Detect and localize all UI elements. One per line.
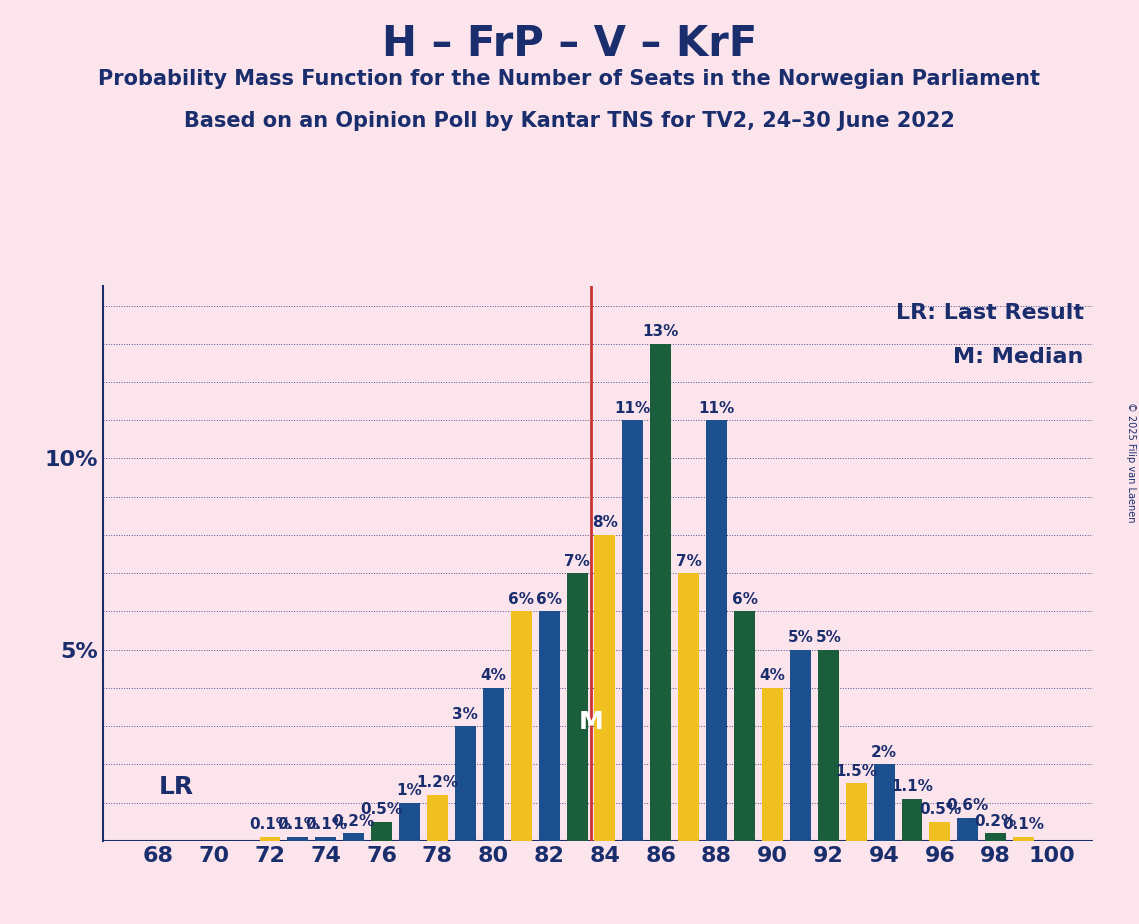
Bar: [762, 687, 782, 841]
Text: 8%: 8%: [592, 516, 617, 530]
Bar: [595, 535, 615, 841]
Text: 0.2%: 0.2%: [333, 814, 375, 829]
Bar: [818, 650, 838, 841]
Bar: [454, 726, 476, 841]
Text: © 2025 Filip van Laenen: © 2025 Filip van Laenen: [1126, 402, 1136, 522]
Text: 1%: 1%: [396, 783, 423, 798]
Text: 13%: 13%: [642, 324, 679, 339]
Bar: [483, 687, 503, 841]
Bar: [427, 795, 448, 841]
Text: 0.1%: 0.1%: [249, 818, 290, 833]
Text: 2%: 2%: [871, 745, 898, 760]
Bar: [1014, 837, 1034, 841]
Bar: [678, 573, 699, 841]
Bar: [260, 837, 280, 841]
Bar: [734, 612, 755, 841]
Text: 5%: 5%: [816, 630, 842, 645]
Bar: [958, 818, 978, 841]
Bar: [650, 344, 671, 841]
Text: LR: LR: [158, 775, 194, 798]
Text: 6%: 6%: [508, 592, 534, 607]
Text: 1.5%: 1.5%: [835, 764, 877, 779]
Bar: [874, 764, 894, 841]
Bar: [789, 650, 811, 841]
Bar: [566, 573, 588, 841]
Text: 0.5%: 0.5%: [919, 802, 961, 817]
Text: 0.1%: 0.1%: [1002, 818, 1044, 833]
Text: 7%: 7%: [564, 553, 590, 568]
Text: M: Median: M: Median: [953, 347, 1083, 368]
Text: 0.1%: 0.1%: [305, 818, 346, 833]
Bar: [706, 420, 727, 841]
Bar: [371, 821, 392, 841]
Text: 6%: 6%: [731, 592, 757, 607]
Text: 0.2%: 0.2%: [975, 814, 1017, 829]
Bar: [846, 784, 867, 841]
Bar: [985, 833, 1006, 841]
Text: 3%: 3%: [452, 707, 478, 722]
Text: Based on an Opinion Poll by Kantar TNS for TV2, 24–30 June 2022: Based on an Opinion Poll by Kantar TNS f…: [185, 111, 954, 131]
Text: 4%: 4%: [760, 668, 786, 684]
Text: M: M: [579, 710, 604, 734]
Text: H – FrP – V – KrF: H – FrP – V – KrF: [382, 23, 757, 65]
Text: 1.2%: 1.2%: [417, 775, 459, 790]
Text: 11%: 11%: [615, 401, 652, 416]
Bar: [902, 798, 923, 841]
Text: Probability Mass Function for the Number of Seats in the Norwegian Parliament: Probability Mass Function for the Number…: [98, 69, 1041, 90]
Text: 11%: 11%: [698, 401, 735, 416]
Text: 1.1%: 1.1%: [891, 779, 933, 795]
Bar: [539, 612, 559, 841]
Text: 0.5%: 0.5%: [361, 802, 403, 817]
Bar: [343, 833, 364, 841]
Text: LR: Last Result: LR: Last Result: [895, 303, 1083, 323]
Bar: [510, 612, 532, 841]
Bar: [399, 803, 420, 841]
Bar: [316, 837, 336, 841]
Text: 6%: 6%: [536, 592, 563, 607]
Text: 4%: 4%: [481, 668, 506, 684]
Bar: [287, 837, 309, 841]
Bar: [622, 420, 644, 841]
Text: 0.1%: 0.1%: [277, 818, 319, 833]
Bar: [929, 821, 950, 841]
Text: 0.6%: 0.6%: [947, 798, 989, 813]
Text: 5%: 5%: [787, 630, 813, 645]
Text: 7%: 7%: [675, 553, 702, 568]
